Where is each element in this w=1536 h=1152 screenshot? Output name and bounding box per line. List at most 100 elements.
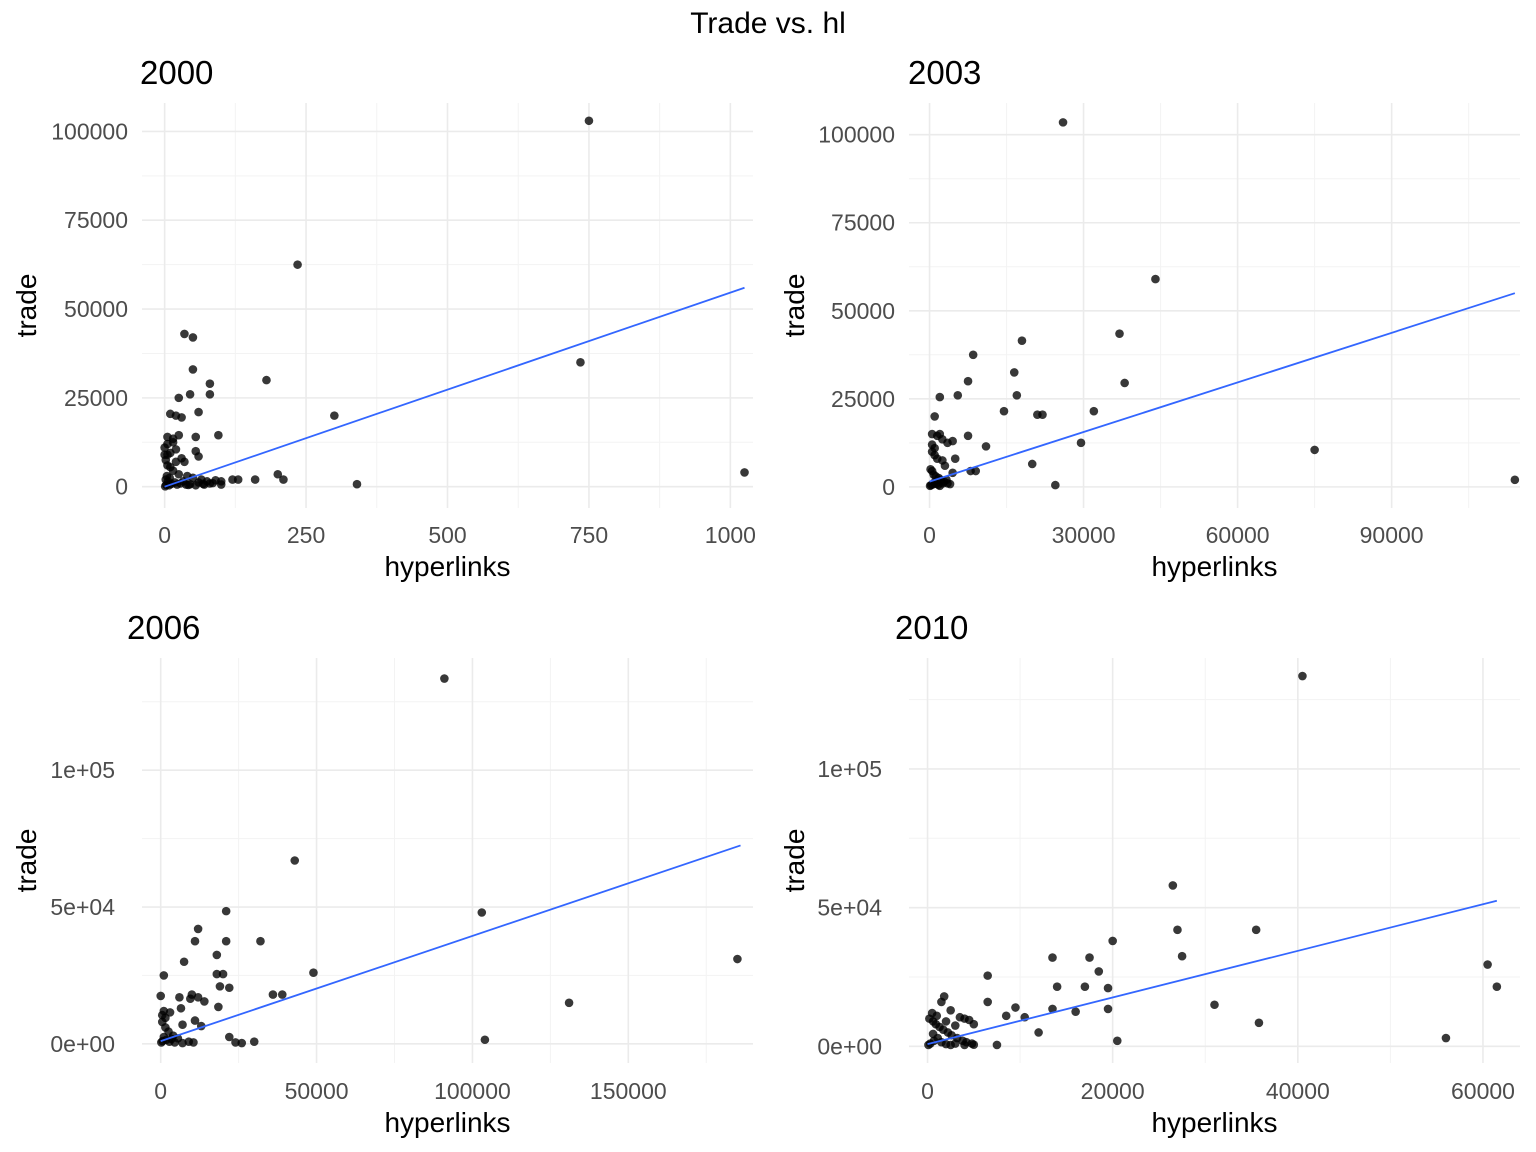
data-point [1103,1004,1113,1014]
data-point [1052,982,1062,992]
data-point [968,350,978,360]
data-point [584,116,594,126]
data-point [1048,1004,1057,1014]
data-point [212,950,222,960]
data-point [233,475,243,484]
data-point [960,1040,969,1050]
y-tick-label: 100000 [818,122,895,148]
data-point [188,365,198,374]
y-tick-label: 1e+05 [50,757,115,783]
data-point [279,475,288,484]
data-point [212,969,222,979]
data-point [950,454,960,463]
y-tick-label: 50000 [64,296,128,322]
x-tick-label: 0 [154,1078,167,1104]
data-point [224,983,234,993]
data-point [935,392,945,402]
x-tick-label: 50000 [285,1078,349,1104]
data-point [214,430,223,440]
panel-title: 2003 [908,54,981,91]
data-point [948,436,957,446]
data-point [290,856,300,865]
x-tick-label: 20000 [1081,1078,1145,1104]
data-point [178,1020,187,1029]
data-point [969,1019,979,1029]
x-axis-label: hyperlinks [384,551,510,582]
data-point [981,442,991,451]
y-tick-label: 0 [882,474,895,500]
data-point [940,461,950,471]
data-point [1115,329,1124,338]
data-point [969,1040,979,1049]
trend-line [929,292,1516,483]
data-point [175,993,184,1002]
data-point [1254,1018,1264,1028]
trend-line [164,286,745,488]
y-tick-label: 0e+00 [50,1031,115,1057]
data-point [174,469,184,479]
data-point [1094,967,1104,976]
y-tick-label: 0 [115,474,128,500]
data-point [1251,925,1261,935]
data-point [224,1032,234,1042]
data-point [1012,391,1022,400]
data-point [963,431,973,441]
data-point [1038,410,1047,419]
y-tick-label: 75000 [64,207,128,233]
data-point [176,1003,186,1013]
x-axis-label: hyperlinks [1151,551,1277,582]
data-point [939,992,949,1001]
data-point [191,432,201,442]
data-point [928,1029,938,1039]
data-point [249,1037,259,1046]
data-point [480,1035,490,1045]
data-point [983,997,992,1007]
y-tick-label: 1e+05 [817,756,882,782]
data-point [1441,1033,1451,1043]
data-point [216,480,226,489]
data-point [352,479,362,489]
data-point [193,924,203,934]
data-point [256,936,265,946]
data-point [1001,1011,1011,1021]
x-tick-label: 90000 [1360,522,1424,548]
data-point [174,393,184,403]
x-tick-label: 750 [570,522,608,548]
data-point [1112,1036,1122,1046]
data-point [185,390,195,399]
data-point [159,971,169,980]
x-axis-label: hyperlinks [384,1107,510,1138]
data-point [161,455,171,465]
data-point [205,390,215,399]
trend-line [927,899,1498,1046]
data-point [1071,1007,1080,1016]
data-point [309,968,318,977]
data-point [930,412,939,421]
data-point [1177,951,1187,961]
data-point [1151,274,1160,284]
data-point [440,674,449,683]
panel-2000: 0 250 500 750 1000 0 25000 50000 75000 100000 2000… [11,54,756,582]
y-tick-label: 5e+04 [817,895,882,921]
x-tick-label: 30000 [1052,522,1116,548]
data-point [293,260,302,269]
trend-line [160,844,741,1042]
data-point [190,936,200,946]
data-point [250,475,260,484]
data-point [194,452,203,461]
data-point [1108,936,1117,946]
data-point [1089,406,1099,416]
data-point [165,473,175,483]
data-point [156,991,166,1001]
data-point [218,969,228,979]
data-point [186,994,195,1003]
data-point [193,993,203,1002]
x-tick-label: 40000 [1266,1078,1330,1104]
data-point [215,982,225,991]
data-point [941,1017,951,1026]
data-point [198,479,208,489]
data-point [963,376,973,386]
data-point [930,443,939,453]
data-point [221,906,231,916]
data-point [174,430,184,440]
